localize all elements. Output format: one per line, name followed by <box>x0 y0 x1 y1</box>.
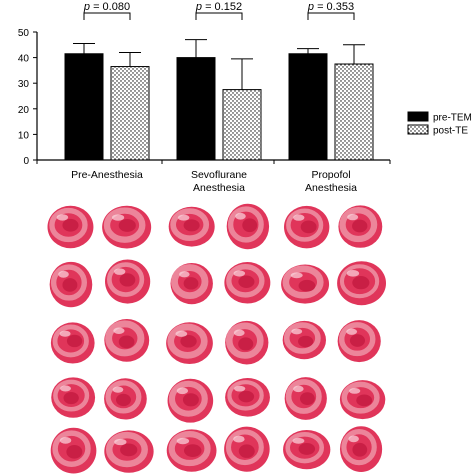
tissue-slice <box>104 319 150 362</box>
tissue-slice <box>337 320 381 363</box>
significance-bracket <box>307 12 355 20</box>
bar-post-te-1 <box>222 89 262 161</box>
bar-chart: 0 10 20 30 40 50 Pre-Anesthesia p = 0.080 Sevofl… <box>18 1 472 194</box>
tissue-slice <box>104 430 154 473</box>
bar-pre-tem-0 <box>64 53 104 161</box>
legend-swatch-pre-tem <box>407 111 429 122</box>
x-category-label: Pre-Anesthesia <box>71 169 143 181</box>
tissue-slice <box>224 262 271 304</box>
bar-post-te-2 <box>334 63 374 161</box>
y-tick-label: 10 <box>18 130 30 141</box>
x-category-label: Propofol <box>311 169 350 181</box>
tissue-slice <box>339 380 386 420</box>
significance-bracket <box>83 12 131 20</box>
y-tick-label: 0 <box>23 156 29 167</box>
tissue-slice <box>166 429 217 472</box>
tissue-slice <box>51 377 96 418</box>
y-tick-label: 30 <box>18 79 30 90</box>
tissue-slice <box>283 430 331 470</box>
x-category-label: Anesthesia <box>193 182 245 194</box>
tissue-slice <box>105 259 151 304</box>
significance-bracket <box>195 12 243 20</box>
y-tick-label: 20 <box>18 105 30 116</box>
tissue-slice <box>225 378 270 417</box>
y-tick-label: 50 <box>18 28 30 39</box>
tissue-slice <box>282 320 327 360</box>
legend-label-pre-tem: pre-TEM <box>433 113 472 124</box>
tissue-slice <box>50 427 97 474</box>
tissue-slice <box>224 426 270 472</box>
tissue-slice <box>338 205 383 248</box>
y-tick-label: 40 <box>18 54 30 65</box>
tissue-slice <box>225 320 269 365</box>
tissue-slice <box>166 322 213 365</box>
bar-pre-tem-2 <box>288 53 328 161</box>
p-value-label: p = 0.152 <box>195 1 242 13</box>
tissue-slice <box>167 378 214 423</box>
legend-label-post-te: post-TE <box>433 126 468 137</box>
tissue-slice <box>47 205 94 249</box>
bar-pre-tem-1 <box>176 57 216 161</box>
tissue-slice <box>104 378 147 420</box>
legend-swatch-post-te <box>407 124 429 135</box>
tissue-slice <box>49 261 93 308</box>
tissue-slice <box>102 205 152 249</box>
tissue-slice <box>337 261 387 306</box>
x-category-label: Sevoflurane <box>191 169 247 181</box>
tissue-slice <box>284 377 327 420</box>
p-value-label: p = 0.353 <box>307 1 354 13</box>
x-category-label: Anesthesia <box>305 182 357 194</box>
tissue-slice <box>50 322 95 364</box>
tissue-slice <box>226 203 270 250</box>
p-value-label: p = 0.080 <box>83 1 130 13</box>
tissue-slice <box>339 426 383 472</box>
tissue-slice <box>170 262 213 305</box>
tissue-slice <box>284 205 330 249</box>
tissue-slice <box>281 264 330 304</box>
bar-post-te-0 <box>110 66 150 161</box>
tissue-slice <box>168 206 215 247</box>
